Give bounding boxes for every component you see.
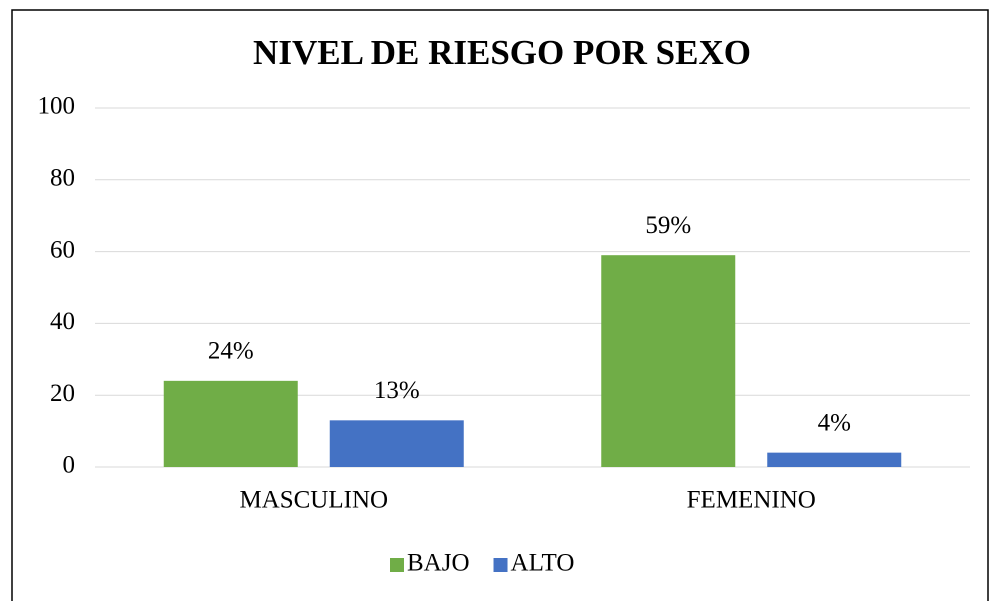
legend-swatch	[493, 558, 508, 572]
y-tick-label: 0	[63, 452, 76, 479]
data-label: 59%	[645, 212, 691, 239]
x-tick-label: MASCULINO	[239, 487, 388, 514]
chart-title: NIVEL DE RIESGO POR SEXO	[253, 33, 751, 72]
data-label: 4%	[818, 409, 851, 436]
x-tick-label: FEMENINO	[687, 487, 816, 514]
legend-label: ALTO	[511, 550, 575, 577]
bar	[329, 420, 464, 467]
legend-swatch	[390, 558, 404, 572]
y-tick-label: 60	[50, 236, 75, 263]
bar	[163, 380, 298, 467]
chart-border	[11, 9, 989, 601]
y-tick-label: 100	[38, 93, 76, 120]
data-label: 13%	[374, 377, 420, 404]
data-label: 24%	[208, 338, 254, 365]
y-tick-label: 40	[50, 308, 75, 335]
legend-label: BAJO	[407, 550, 470, 577]
y-tick-label: 20	[50, 380, 75, 407]
y-tick-label: 80	[50, 165, 75, 192]
bar	[601, 255, 736, 467]
bar	[767, 452, 902, 467]
